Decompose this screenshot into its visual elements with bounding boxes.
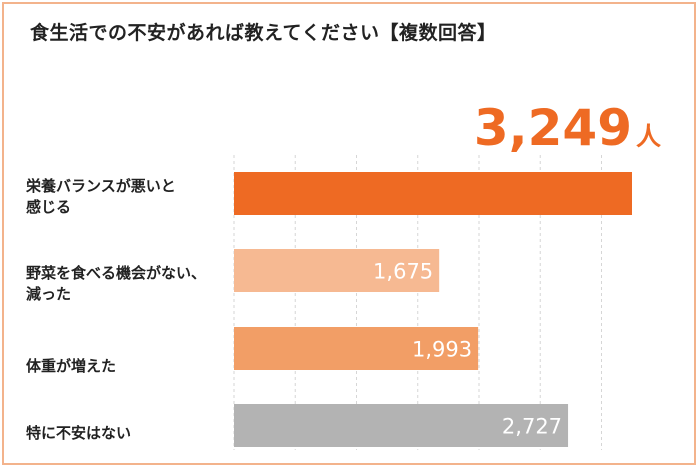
category-label-weight: 体重が増えた xyxy=(26,357,117,375)
bar xyxy=(234,249,440,292)
bar xyxy=(234,404,569,447)
bar-value-label: 1,993 xyxy=(412,338,472,362)
chart-frame: 食生活での不安があれば教えてください【複数回答】 xyxy=(2,2,696,465)
category-label-nutrition: 栄養バランスが悪いと 感じる xyxy=(26,177,176,216)
highlight-unit: 人 xyxy=(636,122,661,151)
highlight-value: 3,249 xyxy=(474,99,632,157)
chart-title: 食生活での不安があれば教えてください【複数回答】 xyxy=(30,22,497,44)
category-label-no-worry: 特に不安はない xyxy=(26,424,132,442)
bar-value-label: 2,727 xyxy=(502,415,562,439)
bar xyxy=(234,172,632,215)
bar xyxy=(234,327,479,370)
category-label-vegetables: 野菜を食べる機会がない、 減った xyxy=(26,264,207,303)
bar-value-label: 1,675 xyxy=(373,260,433,284)
